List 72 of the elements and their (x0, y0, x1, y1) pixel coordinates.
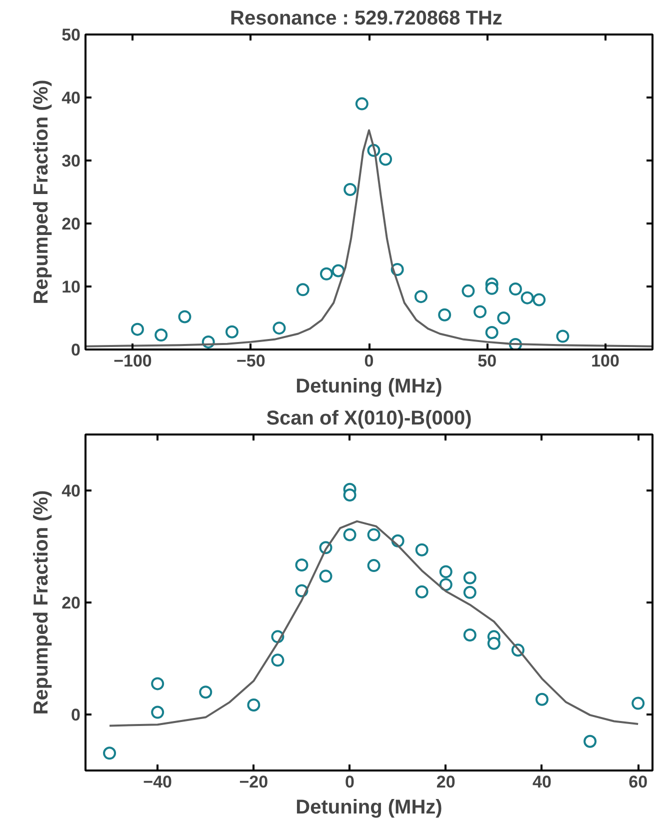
x-tick-label: 60 (628, 772, 648, 792)
point (438, 308, 452, 322)
point (439, 565, 452, 578)
y-tick-label: 10 (62, 278, 81, 296)
point (463, 628, 476, 642)
y-tick-label: 30 (62, 152, 81, 170)
point (355, 97, 368, 110)
point (103, 746, 116, 760)
y-tick-label: 0 (71, 706, 81, 724)
y-tick-label: 20 (62, 214, 81, 234)
x-tick-label: −100 (114, 352, 152, 370)
point (344, 182, 357, 196)
point (439, 578, 452, 592)
point (532, 293, 546, 306)
point (414, 290, 428, 304)
point (379, 152, 392, 166)
point (487, 636, 500, 650)
line-series (86, 129, 652, 348)
point (225, 325, 238, 338)
point (272, 322, 286, 335)
point (485, 282, 498, 295)
x-tick-label: 0 (345, 772, 355, 792)
point (343, 528, 356, 542)
point (367, 559, 380, 572)
y-tick-label: 40 (62, 88, 81, 108)
y-tick-label: 50 (62, 26, 81, 44)
x-axis-title: Detuning (MHz) (296, 376, 442, 398)
point (130, 322, 144, 336)
point (485, 326, 498, 339)
point (296, 283, 310, 296)
point (632, 696, 645, 710)
point (556, 330, 570, 343)
point (319, 570, 332, 583)
y-tick-label: 40 (62, 482, 81, 500)
point (463, 571, 476, 584)
point (320, 267, 333, 280)
point (508, 282, 522, 296)
x-tick-label: −20 (239, 772, 268, 792)
point (151, 706, 164, 719)
x-tick-label: 20 (436, 772, 456, 792)
y-axis-title: Repumped Fraction (%) (30, 80, 53, 304)
point (474, 305, 487, 318)
y-axis-title: Repumped Fraction (%) (30, 490, 53, 715)
point (151, 677, 164, 690)
point (343, 488, 356, 502)
point (247, 698, 260, 712)
point (520, 291, 534, 304)
chart-title: Resonance : 529.720868 THz (230, 8, 502, 30)
point (178, 310, 192, 324)
x-tick-label: 40 (532, 772, 552, 792)
chart-title: Scan of X(010)-B(000) (266, 408, 472, 430)
point (154, 328, 168, 342)
x-tick-label: −40 (143, 772, 172, 792)
point (415, 543, 428, 556)
point (535, 692, 548, 706)
point (463, 586, 476, 599)
x-tick-label: 50 (478, 352, 497, 370)
y-tick-label: 20 (62, 594, 81, 612)
x-tick-label: 100 (591, 352, 620, 370)
point (415, 585, 428, 598)
point (584, 734, 597, 748)
point (295, 558, 308, 572)
x-tick-label: 0 (364, 352, 374, 370)
point (462, 284, 475, 298)
point (332, 264, 345, 278)
line-series (108, 520, 640, 727)
point (497, 312, 510, 324)
point (367, 528, 380, 542)
point (271, 654, 284, 667)
point (199, 686, 212, 699)
x-tick-label: −50 (236, 352, 266, 370)
x-axis-title: Detuning (MHz) (296, 796, 442, 818)
